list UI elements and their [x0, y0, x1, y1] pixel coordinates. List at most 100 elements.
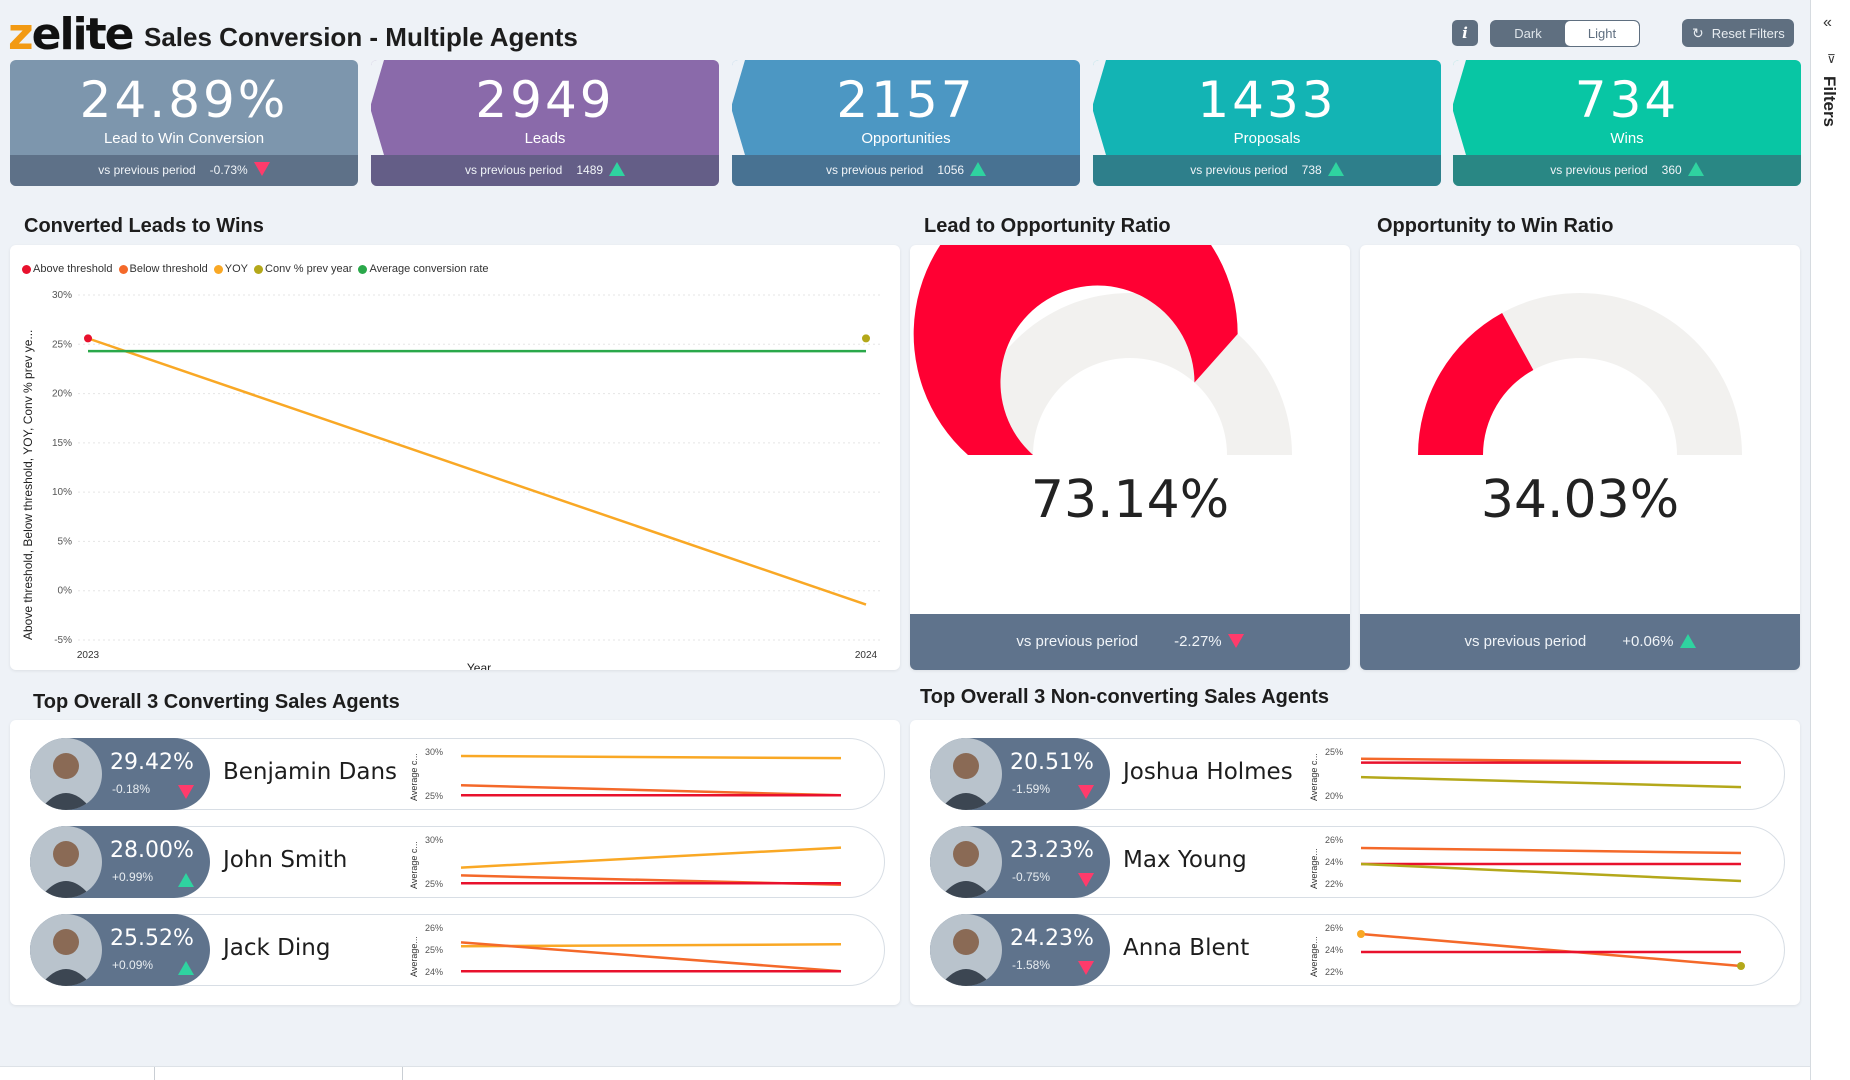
kpi-label: Proposals: [1233, 130, 1301, 147]
agent-row[interactable]: 20.51% -1.59% Joshua Holmes Average c... 25%…: [930, 738, 1785, 810]
spark-point: [1357, 930, 1365, 938]
zelite-logo: zzeliteelite: [8, 9, 134, 60]
spark-series-line: [460, 943, 842, 948]
kpi-delta: 1056: [937, 163, 965, 177]
theme-dark-option[interactable]: Dark: [1514, 26, 1542, 41]
kpi-value: 1433: [1197, 71, 1337, 129]
legend-item[interactable]: Average conversion rate: [358, 263, 489, 275]
y-tick-label: 5%: [58, 536, 73, 547]
y-tick-label: 20%: [52, 389, 72, 400]
kpi-value: 24.89%: [79, 71, 289, 129]
series-point: [862, 334, 870, 343]
opp-win-gauge: [1418, 292, 1742, 455]
converting-agents-panel: 29.42% -0.18% Benjamin Dans Average c... 30%…: [10, 720, 900, 1005]
avatar: [930, 738, 1002, 810]
filters-label[interactable]: Filters: [1820, 76, 1839, 128]
kpi-delta: 738: [1301, 163, 1322, 177]
spark-tick-label: 25%: [425, 879, 443, 889]
agent-sparkline: Average... 26% 25% 24%: [409, 923, 842, 977]
spark-axis-label: Average...: [1309, 936, 1319, 977]
x-tick-label: 2024: [855, 650, 878, 661]
agent-row[interactable]: 29.42% -0.18% Benjamin Dans Average c... 30%…: [30, 738, 885, 810]
agent-delta: +0.99%: [112, 870, 154, 884]
logo-accent: z: [8, 9, 34, 60]
theme-light-option[interactable]: Light: [1565, 21, 1639, 46]
kpi-label: Wins: [1610, 130, 1644, 147]
spark-axis-label: Average...: [409, 936, 419, 977]
kpi-value: 2949: [475, 71, 615, 129]
filters-pane[interactable]: « ⊽ Filters: [1810, 0, 1850, 1080]
series-line: [87, 337, 867, 606]
spark-tick-label: 30%: [425, 835, 443, 845]
divider: [154, 1067, 155, 1080]
agent-stat-pill: 29.42% -0.18%: [30, 738, 210, 810]
agent-row[interactable]: 24.23% -1.58% Anna Blent Average... 26% 24% 22…: [930, 914, 1785, 986]
agent-row[interactable]: 28.00% +0.99% John Smith Average c... 30% 25%: [30, 826, 885, 898]
lead-opp-gauge-panel: 73.14% vs previous period -2.27%: [910, 245, 1350, 670]
agent-delta: -1.58%: [1012, 958, 1051, 972]
kpi-footer: vs previous period 360: [1453, 155, 1801, 186]
kpi-footer: vs previous period 1489: [371, 155, 719, 186]
collapse-chevron-icon[interactable]: «: [1823, 14, 1832, 31]
delta-value: -2.27%: [1174, 633, 1222, 650]
avatar: [30, 914, 102, 986]
spark-point: [1737, 962, 1745, 970]
top-nonconverting-title: Top Overall 3 Non-converting Sales Agent…: [920, 686, 1329, 708]
legend-item[interactable]: YOY: [213, 263, 249, 275]
spark-tick-label: 24%: [1325, 857, 1343, 867]
agent-sparkline: Average c... 30% 25%: [409, 835, 842, 889]
agent-conversion-pct: 25.52%: [110, 926, 194, 951]
up-arrow-icon: [178, 872, 194, 890]
agent-row[interactable]: 23.23% -0.75% Max Young Average... 26% 24% 22%: [930, 826, 1785, 898]
opp-win-title: Opportunity to Win Ratio: [1377, 215, 1614, 237]
line-chart: 30% 25% 20% 15% 10% 5% 0% -5% 2023 2024 Year Above …: [21, 290, 880, 670]
theme-toggle[interactable]: Dark Light: [1490, 20, 1640, 47]
agent-conversion-pct: 23.23%: [1010, 838, 1094, 863]
spark-tick-label: 26%: [1325, 835, 1343, 845]
x-axis-title: Year: [467, 661, 491, 670]
lead-opp-value: 73.14%: [1030, 470, 1230, 530]
reset-filters-button[interactable]: ↻ Reset Filters: [1682, 19, 1794, 47]
agent-sparkline: Average c... 30% 25%: [409, 747, 842, 801]
legend-item[interactable]: Below threshold: [118, 263, 208, 275]
down-arrow-icon: [1227, 634, 1244, 648]
legend-item[interactable]: Conv % prev year: [254, 263, 352, 275]
legend-swatch: [118, 264, 128, 274]
legend-swatch: [358, 264, 368, 274]
spark-series-line: [1360, 846, 1742, 855]
down-arrow-icon: [1078, 784, 1094, 802]
legend-label: Conv % prev year: [265, 263, 353, 275]
agent-row[interactable]: 25.52% +0.09% Jack Ding Average... 26% 25% 24%: [30, 914, 885, 986]
spark-tick-label: 24%: [425, 967, 443, 977]
bottom-scroll-bar: [0, 1066, 1810, 1080]
vs-label: vs previous period: [825, 163, 924, 177]
agent-name: Jack Ding: [223, 935, 331, 961]
down-arrow-icon: [1078, 960, 1094, 978]
nonconverting-agents-panel: 20.51% -1.59% Joshua Holmes Average c... 25%…: [910, 720, 1800, 1005]
vs-label: vs previous period: [1464, 633, 1587, 650]
vs-label: vs previous period: [1016, 633, 1139, 650]
top-converting-title: Top Overall 3 Converting Sales Agents: [33, 691, 400, 713]
divider: [402, 1067, 403, 1080]
down-arrow-icon: [253, 162, 270, 176]
agent-stat-pill: 28.00% +0.99%: [30, 826, 210, 898]
legend-label: YOY: [224, 263, 249, 275]
up-arrow-icon: [609, 162, 626, 176]
vs-label: vs previous period: [1190, 163, 1288, 177]
info-button[interactable]: i: [1452, 20, 1478, 46]
y-axis-title: Above threshold, Below threshold, YOY, C…: [21, 330, 35, 640]
spark-series-line: [1360, 775, 1742, 789]
up-arrow-icon: [1327, 162, 1344, 176]
kpi-delta: -0.73%: [209, 163, 248, 177]
legend-item[interactable]: Above threshold: [22, 263, 113, 275]
opp-win-gauge-panel: 34.03% vs previous period +0.06%: [1360, 245, 1800, 670]
agent-stat-pill: 24.23% -1.58%: [930, 914, 1110, 986]
up-arrow-icon: [970, 162, 987, 176]
up-arrow-icon: [178, 960, 194, 978]
spark-tick-label: 22%: [1325, 967, 1343, 977]
agent-name: Max Young: [1123, 847, 1247, 873]
kpi-card-leads: 2949 Leads vs previous period 1489: [371, 60, 719, 186]
avatar: [30, 826, 102, 898]
up-arrow-icon: [1679, 634, 1696, 648]
spark-tick-label: 26%: [1325, 923, 1343, 933]
